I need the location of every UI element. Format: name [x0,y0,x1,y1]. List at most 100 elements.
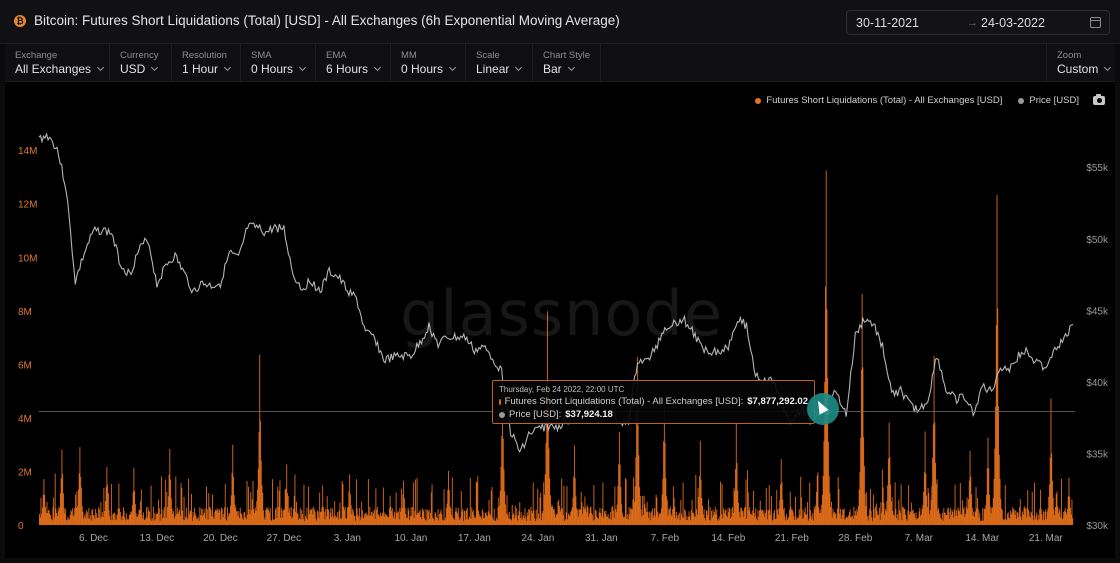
scale-select[interactable]: Scale Linear [466,44,533,82]
liquidation-bar [801,497,802,525]
liquidation-bar [67,516,69,525]
liquidation-bar [935,462,937,525]
liquidation-bar [1010,510,1011,525]
ema-select[interactable]: EMA 6 Hours [316,44,391,82]
x-tick-label: 6. Dec [79,533,108,544]
liquidation-bar [646,501,648,525]
liquidation-bar [717,520,718,525]
liquidation-bar [806,514,808,525]
liquidation-bar [723,508,724,525]
liquidation-bar [650,512,652,525]
liquidation-bar [363,518,365,525]
liquidation-bar [341,481,343,525]
liquidation-bar [857,506,859,525]
liquidation-bar [263,510,264,525]
liquidation-bar [261,485,263,525]
liquidation-bar [1022,511,1023,525]
zoom-select[interactable]: Zoom Custom [1046,44,1115,82]
liquidation-bar [817,472,819,525]
left-tick-label: 0 [18,521,24,532]
zoom-value[interactable]: Custom [1057,62,1112,76]
liquidation-bar [853,506,855,525]
exchange-value[interactable]: All Exchanges [15,62,105,76]
liquidation-bar [636,410,638,525]
liquidation-bar [553,508,555,525]
liquidation-bar [561,508,563,525]
left-tick-label: 8M [18,307,32,318]
liquidation-bar [899,512,901,525]
date-end-input[interactable]: 24-03-2022 [981,15,1045,30]
liquidation-bar [182,510,184,525]
currency-select[interactable]: Currency USD [110,44,172,82]
ema-value[interactable]: 6 Hours [326,62,382,76]
liquidation-bar [565,512,567,525]
liquidation-bar [834,513,836,525]
liquidation-bar [1050,398,1052,525]
liquidation-bar [243,512,245,525]
liquidation-bar [304,520,306,525]
liquidation-bar [452,517,454,525]
liquidation-bar [448,489,450,525]
liquidation-bar [487,516,488,525]
liquidation-bar [965,513,966,525]
chart-style-select[interactable]: Chart Style Bar [533,44,601,82]
resolution-select[interactable]: Resolution 1 Hour [172,44,241,82]
liquidation-bar [397,512,399,525]
liquidation-bar [576,509,578,525]
sma-select[interactable]: SMA 0 Hours [241,44,316,82]
legend-dot-icon [755,97,762,104]
liquidation-bar [703,509,705,525]
liquidation-bar [1044,511,1046,525]
liquidation-bar [460,491,462,525]
sma-value[interactable]: 0 Hours [251,62,307,76]
liquidation-bar [317,511,319,525]
liquidation-bar [74,494,76,525]
liquidation-bar [714,507,716,525]
liquidation-bar [1025,517,1027,525]
liquidation-bar [408,510,410,525]
chevron-down-icon [223,63,232,72]
resolution-value[interactable]: 1 Hour [182,62,232,76]
date-start-input[interactable]: 30-11-2021 [856,15,920,30]
mm-select[interactable]: MM 0 Hours [391,44,466,82]
liquidation-bar [594,519,596,525]
mm-value[interactable]: 0 Hours [401,62,457,76]
liquidation-bar [546,388,548,525]
liquidation-bar [872,494,874,525]
liquidation-bar [475,517,476,525]
liquidation-bar [975,487,977,525]
camera-icon[interactable] [1093,94,1105,105]
calendar-icon[interactable] [1090,17,1101,28]
liquidation-bar [1057,506,1059,525]
liquidation-bar [206,509,208,525]
currency-value[interactable]: USD [120,62,159,76]
liquidation-bar [233,495,235,525]
liquidation-bar [346,507,348,525]
liquidation-bar [809,482,811,525]
scale-value[interactable]: Linear [476,62,523,76]
liquidation-bar [447,489,449,525]
liquidation-bar [238,511,240,525]
liquidation-bar [610,519,612,525]
chart-area[interactable]: 0 2M 4M 6M 8M 10M 12M 14M $30k $35k $40k $45k $50k $… [5,82,1115,558]
liquidation-bar [197,517,199,525]
date-range-picker[interactable]: 30-11-2021 → 24-03-2022 [846,10,1110,35]
exchange-select[interactable]: Exchange All Exchanges [5,44,110,82]
mm-label: MM [401,50,417,61]
liquidation-bar [384,516,386,525]
liquidation-bar [991,507,993,525]
liquidation-bar [1058,508,1060,525]
liquidation-bar [415,515,417,525]
liquidation-bar [1055,506,1056,525]
liquidation-bar [802,509,804,525]
legend-item-price[interactable]: Price [USD] [1018,95,1079,106]
legend-item-liquidations[interactable]: Futures Short Liquidations (Total) - All… [755,95,1002,106]
liquidation-bar [436,518,438,525]
chart-style-value[interactable]: Bar [543,62,575,76]
liquidation-bar [277,486,279,525]
liquidation-bar [367,514,369,525]
liquidation-bar [191,493,192,525]
liquidation-bar [459,520,461,525]
liquidation-bar [732,507,733,525]
